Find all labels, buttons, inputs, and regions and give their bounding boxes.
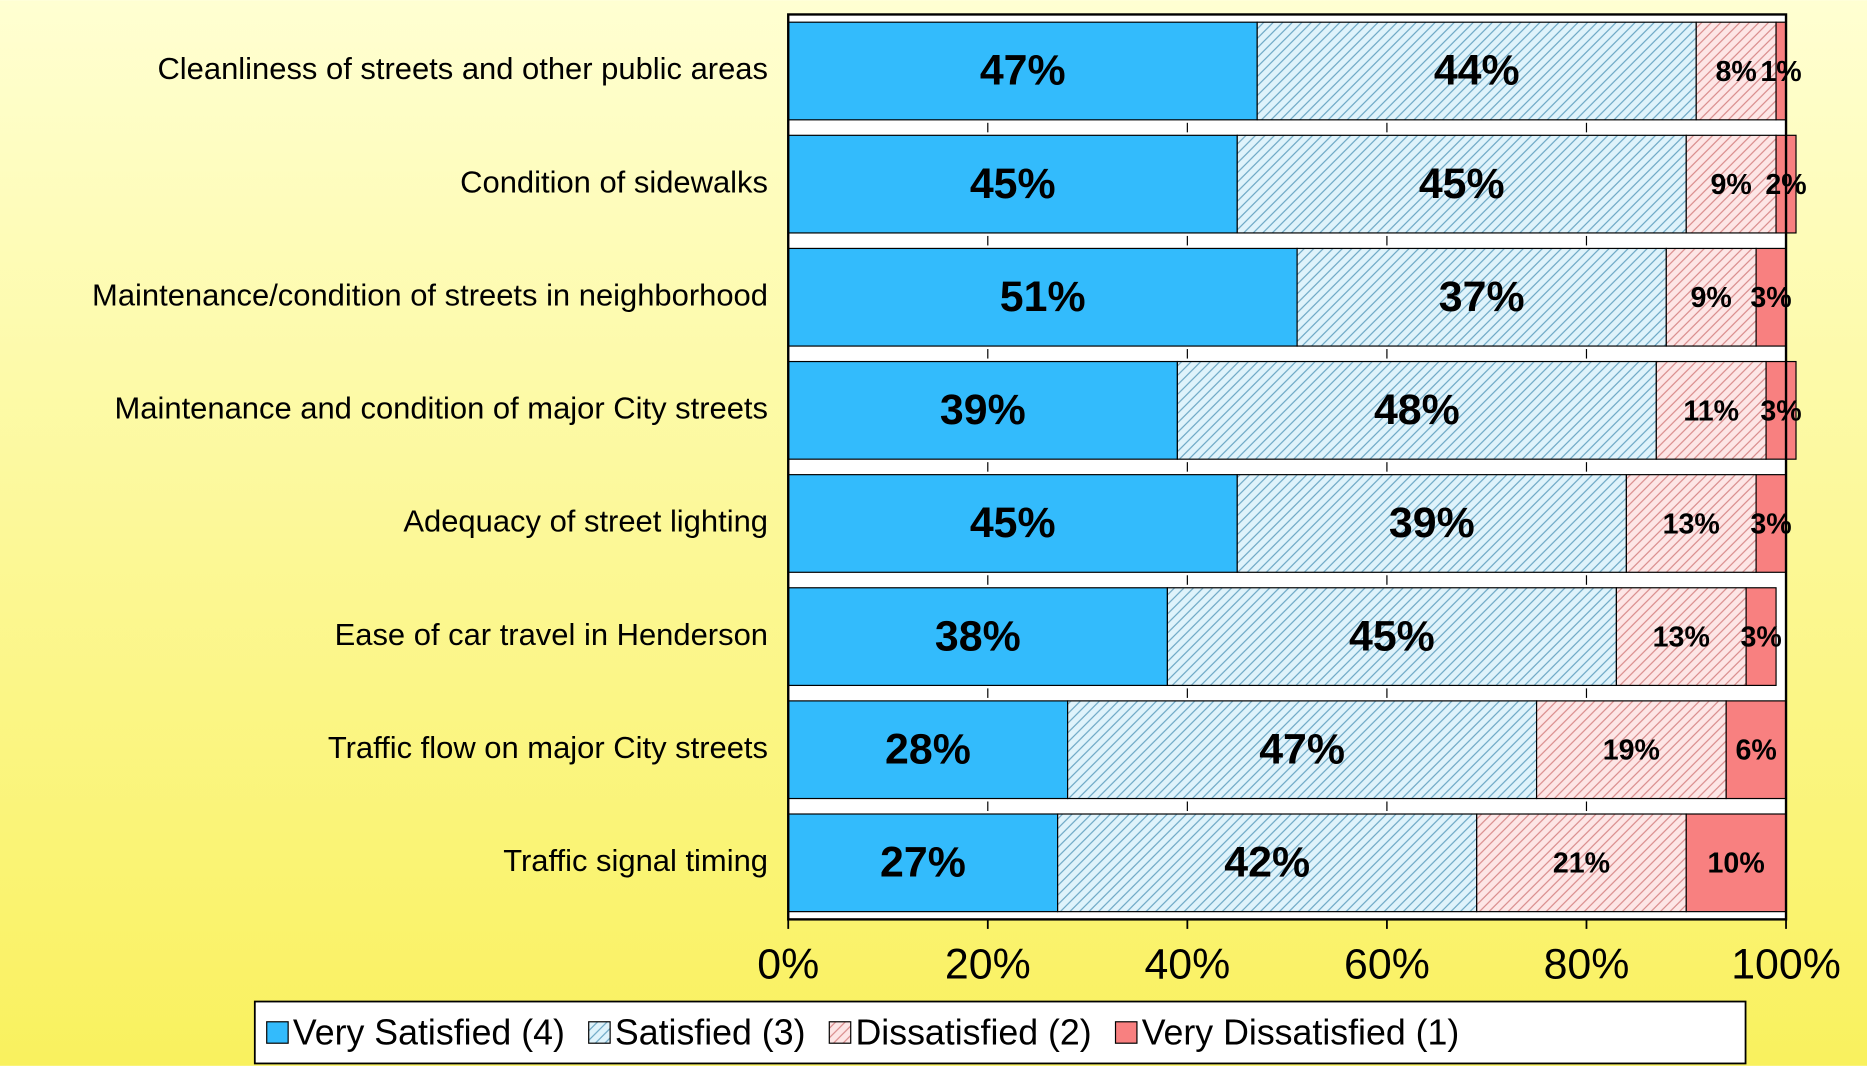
bar-segment xyxy=(787,134,1238,234)
x-tick-label: 100% xyxy=(1731,940,1841,988)
legend-swatch xyxy=(828,1021,852,1044)
category-label: Traffic signal timing xyxy=(503,843,768,878)
bar-segment xyxy=(1655,360,1767,460)
category-label: Condition of sidewalks xyxy=(460,164,768,199)
data-label: 39% xyxy=(940,386,1026,434)
data-label: 47% xyxy=(1259,725,1345,773)
bar-segment xyxy=(1765,360,1797,460)
data-label: 38% xyxy=(935,612,1021,660)
bar-segment xyxy=(787,587,1168,687)
category-label: Adequacy of street lighting xyxy=(403,504,768,539)
data-label: 11% xyxy=(1683,395,1739,427)
category-label: Traffic flow on major City streets xyxy=(328,730,768,765)
data-label: 45% xyxy=(1419,160,1505,208)
data-label: 39% xyxy=(1389,499,1475,547)
data-label: 1% xyxy=(1760,56,1801,88)
x-tick-label: 20% xyxy=(945,940,1031,988)
bar-segment xyxy=(1615,587,1747,687)
data-label: 47% xyxy=(980,47,1066,95)
bar-segment xyxy=(1236,134,1687,234)
bar-segment xyxy=(1236,474,1627,573)
bar-segment xyxy=(1166,587,1618,687)
category-label: Maintenance/condition of streets in neig… xyxy=(92,277,768,312)
data-label: 44% xyxy=(1434,47,1520,95)
bar-segment xyxy=(1535,700,1727,800)
legend-swatch xyxy=(1114,1021,1138,1044)
x-tick-label: 80% xyxy=(1544,940,1630,988)
category-label: Maintenance and condition of major City … xyxy=(115,391,768,426)
bar-segment xyxy=(1685,134,1777,234)
data-label: 3% xyxy=(1750,508,1791,540)
data-label: 13% xyxy=(1653,622,1710,654)
data-label: 3% xyxy=(1760,395,1801,427)
bar-segment xyxy=(787,21,1258,121)
data-label: 9% xyxy=(1691,282,1732,314)
bar-segment xyxy=(787,247,1298,347)
data-label: 48% xyxy=(1374,386,1460,434)
legend-label: Very Satisfied (4) xyxy=(293,1012,565,1052)
bar-segment xyxy=(787,360,1178,460)
bar-segment xyxy=(1685,813,1787,913)
data-label: 51% xyxy=(1000,273,1086,321)
bar-segment xyxy=(1625,474,1757,573)
bar-segment xyxy=(1296,247,1667,347)
legend-swatch xyxy=(266,1021,289,1044)
x-tick-label: 40% xyxy=(1144,940,1230,988)
bar-segment xyxy=(1665,247,1757,347)
data-label: 45% xyxy=(1349,612,1435,660)
bar-segment xyxy=(1476,813,1687,913)
bar-segment xyxy=(787,813,1059,913)
bar-segment xyxy=(1755,474,1787,573)
data-label: 13% xyxy=(1663,508,1720,540)
bar-segment xyxy=(1067,700,1538,800)
bar-segment xyxy=(787,474,1238,573)
legend: Very Satisfied (4) Satisfied (3) Dissatisf… xyxy=(253,1000,1747,1065)
data-label: 9% xyxy=(1711,169,1752,201)
legend-label: Dissatisfied (2) xyxy=(855,1012,1091,1052)
data-label: 8% xyxy=(1715,56,1756,88)
data-label: 3% xyxy=(1750,282,1791,314)
data-label: 37% xyxy=(1439,273,1525,321)
bar-segment xyxy=(1176,360,1657,460)
data-label: 28% xyxy=(885,725,971,773)
legend-label: Very Dissatisfied (1) xyxy=(1142,1012,1460,1052)
category-label: Cleanliness of streets and other public … xyxy=(157,51,768,86)
bar-segment xyxy=(787,700,1069,800)
data-label: 6% xyxy=(1735,735,1776,767)
legend-box xyxy=(253,1000,1747,1065)
data-label: 27% xyxy=(880,839,966,887)
legend-swatch xyxy=(588,1021,611,1044)
data-label: 45% xyxy=(970,160,1056,208)
data-label: 21% xyxy=(1553,848,1610,880)
data-label: 42% xyxy=(1224,839,1310,887)
data-label: 10% xyxy=(1708,848,1765,880)
bar-segment xyxy=(1745,587,1777,687)
data-label: 3% xyxy=(1740,622,1781,654)
data-label: 19% xyxy=(1603,735,1660,767)
category-label: Ease of car travel in Henderson xyxy=(335,617,768,652)
plot-frame xyxy=(787,13,1788,921)
bar-segment xyxy=(1057,813,1478,913)
x-tick-label: 0% xyxy=(757,940,819,988)
legend-label: Satisfied (3) xyxy=(615,1012,806,1052)
x-tick-label: 60% xyxy=(1344,940,1430,988)
data-label: 45% xyxy=(970,499,1056,547)
